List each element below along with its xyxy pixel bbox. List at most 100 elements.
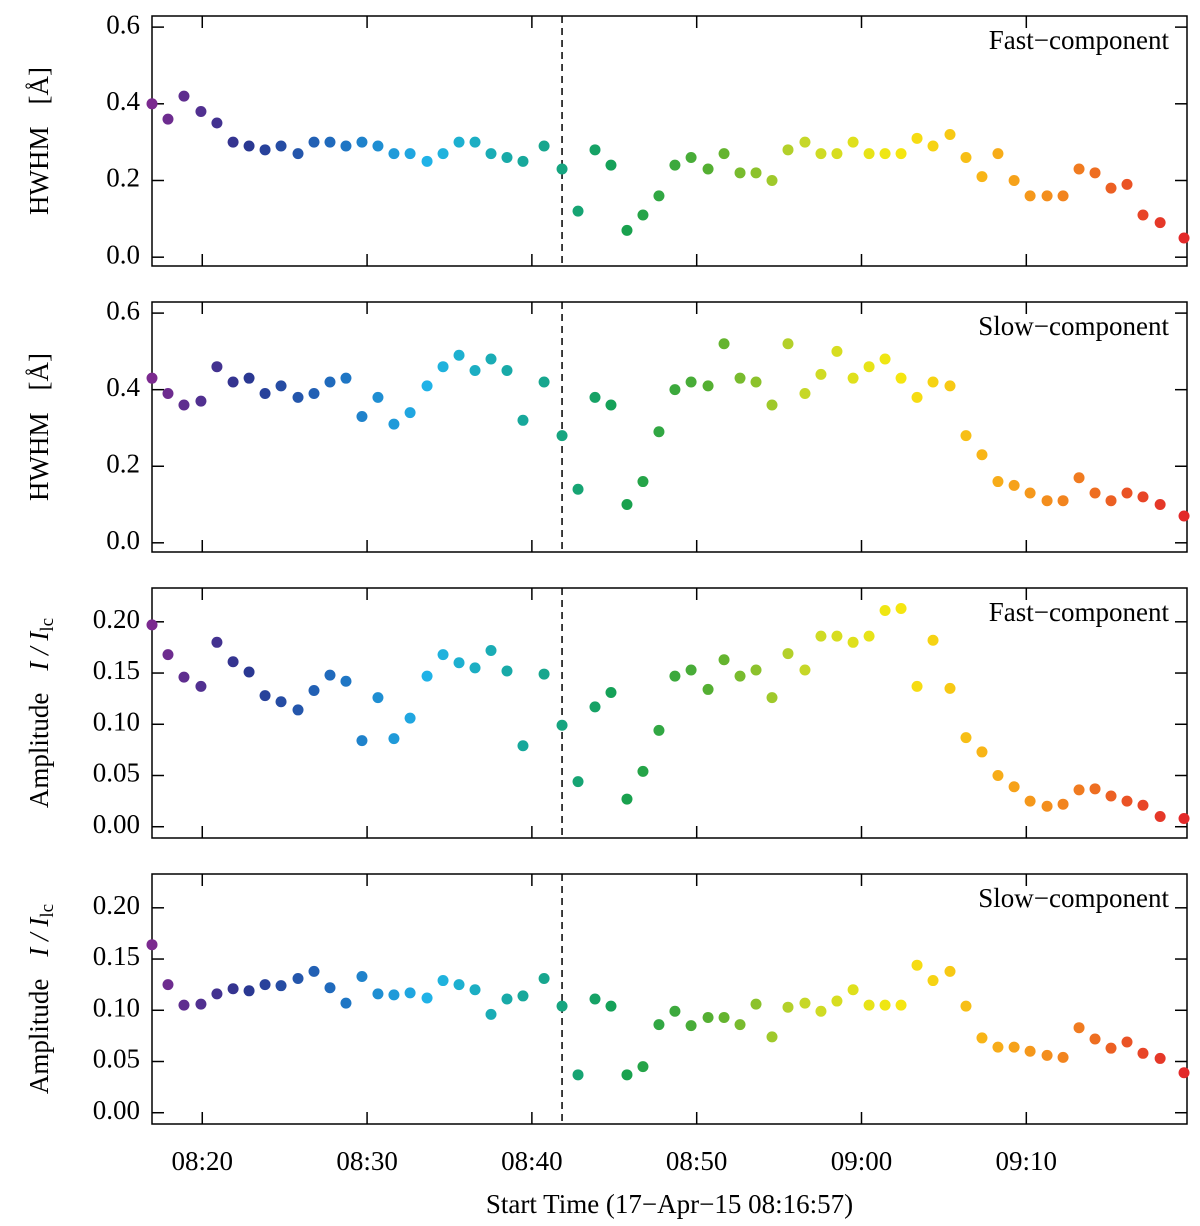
data-point bbox=[718, 148, 730, 160]
data-point bbox=[501, 365, 513, 377]
data-point bbox=[944, 965, 956, 977]
y-axis-label: Amplitude I / Ilc bbox=[24, 618, 58, 808]
data-point bbox=[308, 136, 320, 148]
data-point bbox=[879, 353, 891, 365]
x-tick-label: 08:50 bbox=[666, 1146, 728, 1176]
data-point bbox=[911, 391, 923, 403]
y-tick-label: 0.15 bbox=[93, 941, 140, 971]
x-tick-label: 09:00 bbox=[831, 1146, 893, 1176]
data-point bbox=[437, 975, 449, 987]
data-point bbox=[517, 990, 529, 1002]
data-point bbox=[653, 426, 665, 438]
data-point bbox=[1057, 798, 1069, 810]
data-point bbox=[485, 353, 497, 365]
data-point bbox=[259, 388, 271, 400]
data-point bbox=[1178, 1067, 1190, 1079]
data-point bbox=[815, 148, 827, 160]
data-point bbox=[227, 136, 239, 148]
data-point bbox=[404, 148, 416, 160]
data-point bbox=[589, 144, 601, 156]
data-point bbox=[637, 476, 649, 488]
y-tick-label: 0.0 bbox=[106, 239, 140, 269]
data-point bbox=[1073, 163, 1085, 175]
data-point bbox=[227, 656, 239, 668]
data-point bbox=[1024, 487, 1036, 499]
y-tick-label: 0.6 bbox=[106, 295, 140, 325]
data-point bbox=[1137, 799, 1149, 811]
data-point bbox=[372, 140, 384, 152]
data-point bbox=[437, 148, 449, 160]
data-point bbox=[653, 190, 665, 202]
data-point bbox=[538, 668, 550, 680]
y-tick-label: 0.2 bbox=[106, 448, 140, 478]
data-point bbox=[927, 376, 939, 388]
data-point bbox=[911, 959, 923, 971]
data-point bbox=[356, 410, 368, 422]
data-point bbox=[243, 372, 255, 384]
data-point bbox=[702, 1011, 714, 1023]
x-axis-label: Start Time (17−Apr−15 08:16:57) bbox=[486, 1189, 853, 1219]
data-point bbox=[895, 372, 907, 384]
y-tick-label: 0.00 bbox=[93, 809, 140, 839]
data-point bbox=[324, 982, 336, 994]
data-point bbox=[1154, 499, 1166, 511]
y-label-unit: I / I bbox=[24, 630, 54, 672]
data-point bbox=[538, 973, 550, 985]
data-point bbox=[1121, 795, 1133, 807]
data-point bbox=[927, 140, 939, 152]
data-point bbox=[605, 687, 617, 699]
data-point bbox=[1024, 1045, 1036, 1057]
data-point bbox=[372, 988, 384, 1000]
data-point bbox=[1105, 495, 1117, 507]
data-point bbox=[372, 692, 384, 704]
data-point bbox=[340, 997, 352, 1009]
data-point bbox=[356, 136, 368, 148]
data-point bbox=[992, 1041, 1004, 1053]
data-point bbox=[831, 148, 843, 160]
y-label-unit: [Å] bbox=[24, 353, 54, 390]
x-tick-label: 08:40 bbox=[501, 1146, 563, 1176]
data-point bbox=[702, 380, 714, 392]
data-point bbox=[1137, 1047, 1149, 1059]
data-point bbox=[944, 682, 956, 694]
data-point bbox=[799, 664, 811, 676]
y-label-unit: I / I bbox=[24, 916, 54, 958]
data-point bbox=[976, 171, 988, 183]
data-point bbox=[388, 148, 400, 160]
data-point bbox=[750, 376, 762, 388]
data-point bbox=[863, 630, 875, 642]
data-point bbox=[1178, 813, 1190, 825]
axes-frame bbox=[151, 301, 1188, 553]
data-point bbox=[766, 1031, 778, 1043]
data-point bbox=[863, 361, 875, 373]
data-point bbox=[211, 361, 223, 373]
data-point bbox=[1105, 790, 1117, 802]
data-point bbox=[718, 1011, 730, 1023]
data-point bbox=[404, 407, 416, 419]
data-point bbox=[421, 670, 433, 682]
data-point bbox=[895, 999, 907, 1011]
data-point bbox=[572, 205, 584, 217]
data-point bbox=[275, 696, 287, 708]
data-point bbox=[1057, 495, 1069, 507]
data-point bbox=[275, 380, 287, 392]
data-point bbox=[517, 414, 529, 426]
data-point bbox=[799, 136, 811, 148]
data-point bbox=[1089, 487, 1101, 499]
data-point bbox=[517, 155, 529, 167]
y-tick-label: 0.2 bbox=[106, 163, 140, 193]
data-point bbox=[259, 690, 271, 702]
data-point bbox=[927, 634, 939, 646]
y-label-sub: lc bbox=[37, 904, 58, 918]
data-point bbox=[1137, 209, 1149, 221]
data-point bbox=[895, 148, 907, 160]
data-point bbox=[211, 636, 223, 648]
data-point bbox=[1121, 178, 1133, 190]
data-point bbox=[621, 224, 633, 236]
data-point bbox=[637, 209, 649, 221]
data-point bbox=[960, 430, 972, 442]
data-point bbox=[799, 388, 811, 400]
data-point bbox=[669, 159, 681, 171]
data-point bbox=[501, 665, 513, 677]
data-point bbox=[324, 669, 336, 681]
